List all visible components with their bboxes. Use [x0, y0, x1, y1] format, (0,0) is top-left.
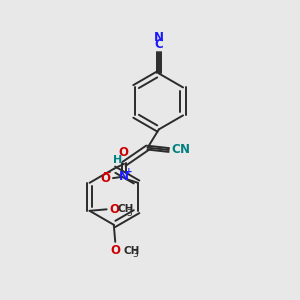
Text: O: O — [118, 146, 129, 159]
Text: 3: 3 — [126, 209, 132, 218]
Text: 3: 3 — [132, 250, 138, 259]
Text: C: C — [172, 143, 181, 156]
Text: −: − — [103, 168, 112, 178]
Text: N: N — [119, 170, 129, 183]
Text: N: N — [180, 143, 190, 156]
Text: CH: CH — [124, 246, 140, 256]
Text: CH: CH — [117, 204, 134, 214]
Text: H: H — [113, 155, 122, 165]
Text: +: + — [125, 167, 133, 176]
Text: N: N — [154, 31, 164, 44]
Text: O: O — [110, 244, 120, 256]
Text: O: O — [100, 172, 111, 184]
Text: O: O — [110, 203, 120, 216]
Text: C: C — [154, 38, 163, 51]
